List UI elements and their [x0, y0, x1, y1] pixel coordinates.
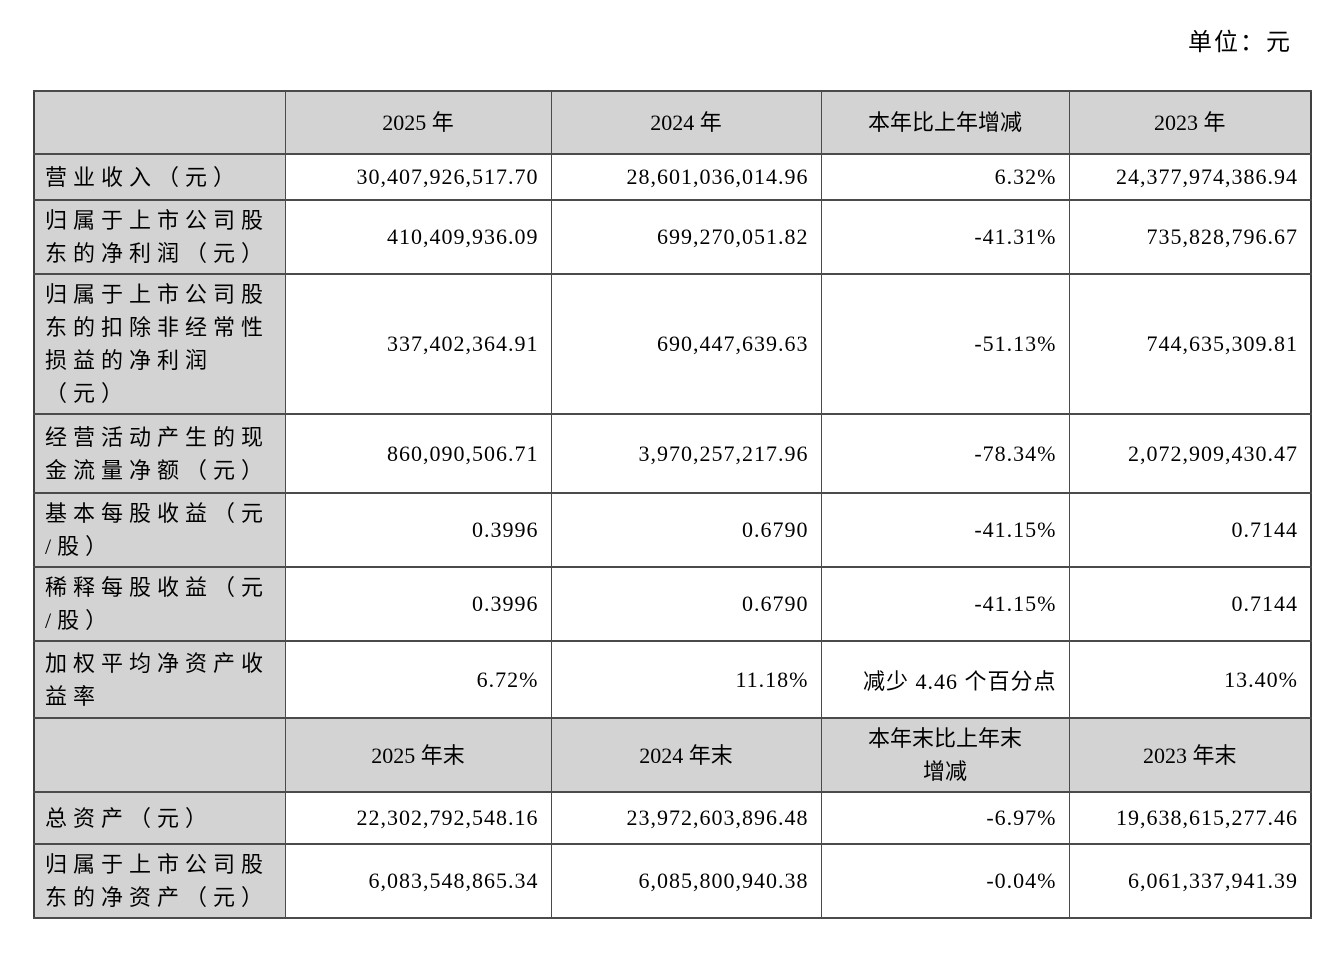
table-row-basic-eps: 基本每股收益（元 /股） 0.3996 0.6790 -41.15% 0.714… — [33, 492, 1312, 568]
row-label: 归属于上市公司股 东的扣除非经常性 损益的净利润 （元） — [33, 273, 286, 415]
value-2023: 24,377,974,386.94 — [1068, 153, 1312, 201]
row-label: 总资产（元） — [33, 791, 286, 845]
col-header-2024: 2024 年 — [550, 90, 822, 155]
col-header-eop-change: 本年末比上年末 增减 — [820, 717, 1070, 793]
table-row-net-assets: 归属于上市公司股 东的净资产（元） 6,083,548,865.34 6,085… — [33, 843, 1312, 919]
value-2023: 19,638,615,277.46 — [1068, 791, 1312, 845]
row-label: 营业收入（元） — [33, 153, 286, 201]
value-change: -41.31% — [820, 199, 1070, 275]
value-2023: 2,072,909,430.47 — [1068, 413, 1312, 494]
unit-label: 单位：元 — [1188, 30, 1292, 56]
row-label: 稀释每股收益（元 /股） — [33, 566, 286, 642]
value-2023: 744,635,309.81 — [1068, 273, 1312, 415]
row-label: 归属于上市公司股 东的净资产（元） — [33, 843, 286, 919]
value-2025: 860,090,506.71 — [284, 413, 552, 494]
table-row-total-assets: 总资产（元） 22,302,792,548.16 23,972,603,896.… — [33, 791, 1312, 845]
header-empty-cell — [33, 90, 286, 155]
value-2024: 23,972,603,896.48 — [550, 791, 822, 845]
row-label: 加权平均净资产收 益率 — [33, 640, 286, 719]
header-empty-cell — [33, 717, 286, 793]
value-change: -0.04% — [820, 843, 1070, 919]
value-2025: 0.3996 — [284, 492, 552, 568]
value-2023: 0.7144 — [1068, 492, 1312, 568]
value-2024: 11.18% — [550, 640, 822, 719]
table-row-diluted-eps: 稀释每股收益（元 /股） 0.3996 0.6790 -41.15% 0.714… — [33, 566, 1312, 642]
col-header-2024-end: 2024 年末 — [550, 717, 822, 793]
col-header-2025-end: 2025 年末 — [284, 717, 552, 793]
table-row-net-profit: 归属于上市公司股 东的净利润（元） 410,409,936.09 699,270… — [33, 199, 1312, 275]
value-2024: 0.6790 — [550, 492, 822, 568]
value-change: -6.97% — [820, 791, 1070, 845]
value-2023: 0.7144 — [1068, 566, 1312, 642]
table-row-revenue: 营业收入（元） 30,407,926,517.70 28,601,036,014… — [33, 153, 1312, 201]
value-2024: 0.6790 — [550, 566, 822, 642]
value-2024: 699,270,051.82 — [550, 199, 822, 275]
table-row-operating-cash-flow: 经营活动产生的现 金流量净额（元） 860,090,506.71 3,970,2… — [33, 413, 1312, 494]
value-2025: 22,302,792,548.16 — [284, 791, 552, 845]
value-change: -51.13% — [820, 273, 1070, 415]
value-2023: 735,828,796.67 — [1068, 199, 1312, 275]
table-row-net-profit-excl-nonrecurring: 归属于上市公司股 东的扣除非经常性 损益的净利润 （元） 337,402,364… — [33, 273, 1312, 415]
value-2025: 30,407,926,517.70 — [284, 153, 552, 201]
col-header-2023-end: 2023 年末 — [1068, 717, 1312, 793]
row-label: 归属于上市公司股 东的净利润（元） — [33, 199, 286, 275]
col-header-2023: 2023 年 — [1068, 90, 1312, 155]
value-2024: 28,601,036,014.96 — [550, 153, 822, 201]
value-2024: 3,970,257,217.96 — [550, 413, 822, 494]
value-2024: 690,447,639.63 — [550, 273, 822, 415]
value-change: -78.34% — [820, 413, 1070, 494]
key-indicators-table: 2025 年 2024 年 本年比上年增减 2023 年 营业收入（元） 30,… — [33, 90, 1312, 919]
value-change: 减少 4.46 个百分点 — [820, 640, 1070, 719]
col-header-yoy-change: 本年比上年增减 — [820, 90, 1070, 155]
value-2024: 6,085,800,940.38 — [550, 843, 822, 919]
table-row-weighted-roe: 加权平均净资产收 益率 6.72% 11.18% 减少 4.46 个百分点 13… — [33, 640, 1312, 719]
value-2023: 13.40% — [1068, 640, 1312, 719]
value-change: -41.15% — [820, 566, 1070, 642]
value-2025: 410,409,936.09 — [284, 199, 552, 275]
header-row-end-of-period: 2025 年末 2024 年末 本年末比上年末 增减 2023 年末 — [33, 717, 1312, 793]
col-header-2025: 2025 年 — [284, 90, 552, 155]
value-2025: 6,083,548,865.34 — [284, 843, 552, 919]
header-row-period: 2025 年 2024 年 本年比上年增减 2023 年 — [33, 90, 1312, 155]
value-2025: 6.72% — [284, 640, 552, 719]
value-change: 6.32% — [820, 153, 1070, 201]
row-label: 基本每股收益（元 /股） — [33, 492, 286, 568]
value-2025: 337,402,364.91 — [284, 273, 552, 415]
value-2023: 6,061,337,941.39 — [1068, 843, 1312, 919]
value-2025: 0.3996 — [284, 566, 552, 642]
row-label: 经营活动产生的现 金流量净额（元） — [33, 413, 286, 494]
value-change: -41.15% — [820, 492, 1070, 568]
